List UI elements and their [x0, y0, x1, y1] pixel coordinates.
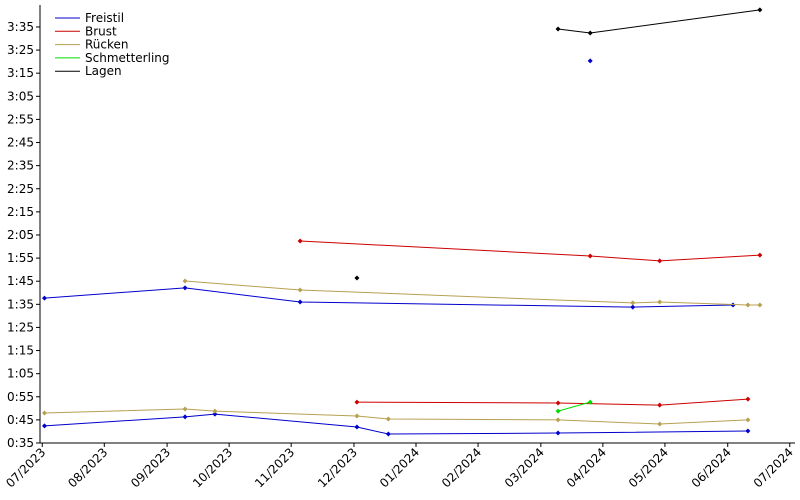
y-tick-label: 3:05 — [7, 89, 34, 103]
x-tick-label: 04/2024 — [564, 445, 609, 490]
data-point — [745, 428, 751, 434]
legend-label: Rücken — [85, 38, 129, 52]
data-point — [757, 7, 763, 13]
legend-label: Freistil — [85, 11, 124, 25]
y-tick-label: 2:55 — [7, 112, 34, 126]
y-tick-label: 2:15 — [7, 205, 34, 219]
y-tick-label: 0:45 — [7, 413, 34, 427]
y-tick-label: 1:35 — [7, 297, 34, 311]
data-point — [41, 423, 47, 429]
data-point — [555, 408, 561, 414]
data-point — [41, 410, 47, 416]
data-point — [297, 299, 303, 305]
y-tick-label: 0:35 — [7, 436, 34, 450]
y-tick-label: 1:15 — [7, 344, 34, 358]
data-point — [182, 278, 188, 284]
data-point — [212, 408, 218, 414]
data-point — [745, 302, 751, 308]
y-tick-label: 2:25 — [7, 182, 34, 196]
data-point — [657, 258, 663, 264]
data-point — [555, 430, 561, 436]
y-tick-label: 1:25 — [7, 320, 34, 334]
x-tick-label: 08/2023 — [65, 445, 110, 490]
series-line — [44, 287, 748, 435]
y-tick-label: 2:45 — [7, 136, 34, 150]
x-tick-label: 01/2024 — [377, 445, 422, 490]
y-tick-label: 1:45 — [7, 274, 34, 288]
data-point — [354, 399, 360, 405]
y-tick-label: 3:25 — [7, 43, 34, 57]
data-point — [745, 396, 751, 402]
y-tick-label: 2:05 — [7, 228, 34, 242]
data-point — [354, 275, 360, 281]
data-point — [555, 26, 561, 32]
data-point — [354, 413, 360, 419]
data-point — [757, 302, 763, 308]
data-point — [182, 414, 188, 420]
data-point — [657, 402, 663, 408]
data-point — [182, 406, 188, 412]
data-point — [587, 58, 593, 64]
data-point — [630, 300, 636, 306]
data-point — [555, 400, 561, 406]
data-point — [587, 30, 593, 36]
data-point — [297, 287, 303, 293]
x-tick-label: 03/2024 — [502, 445, 547, 490]
data-point — [657, 421, 663, 427]
x-tick-label: 07/2024 — [751, 445, 796, 490]
data-point — [354, 424, 360, 430]
data-point — [730, 302, 736, 308]
legend-label: Brust — [85, 24, 117, 38]
data-point — [745, 417, 751, 423]
y-tick-label: 2:35 — [7, 159, 34, 173]
x-tick-label: 06/2024 — [689, 445, 734, 490]
data-point — [297, 238, 303, 244]
y-tick-label: 3:35 — [7, 20, 34, 34]
x-tick-label: 12/2023 — [315, 445, 360, 490]
y-tick-label: 1:55 — [7, 251, 34, 265]
data-point — [587, 399, 593, 405]
series-line — [357, 10, 760, 278]
data-point — [212, 411, 218, 417]
data-point — [630, 304, 636, 310]
data-point — [657, 299, 663, 305]
x-tick-label: 07/2023 — [3, 445, 48, 490]
data-point — [182, 285, 188, 291]
y-tick-label: 0:55 — [7, 390, 34, 404]
series-line — [300, 240, 760, 406]
x-tick-label: 05/2024 — [626, 445, 671, 490]
x-tick-label: 02/2024 — [439, 445, 484, 490]
x-tick-label: 09/2023 — [128, 445, 173, 490]
x-tick-label: 11/2023 — [252, 445, 297, 490]
data-point — [555, 417, 561, 423]
data-point — [385, 416, 391, 422]
y-tick-label: 1:05 — [7, 367, 34, 381]
y-tick-label: 3:15 — [7, 66, 34, 80]
data-point — [757, 252, 763, 258]
data-point — [587, 253, 593, 259]
x-tick-label: 10/2023 — [190, 445, 235, 490]
legend-label: Lagen — [85, 64, 122, 78]
data-point — [385, 431, 391, 437]
data-point — [41, 295, 47, 301]
legend-label: Schmetterling — [85, 51, 170, 65]
series-line — [557, 401, 591, 412]
